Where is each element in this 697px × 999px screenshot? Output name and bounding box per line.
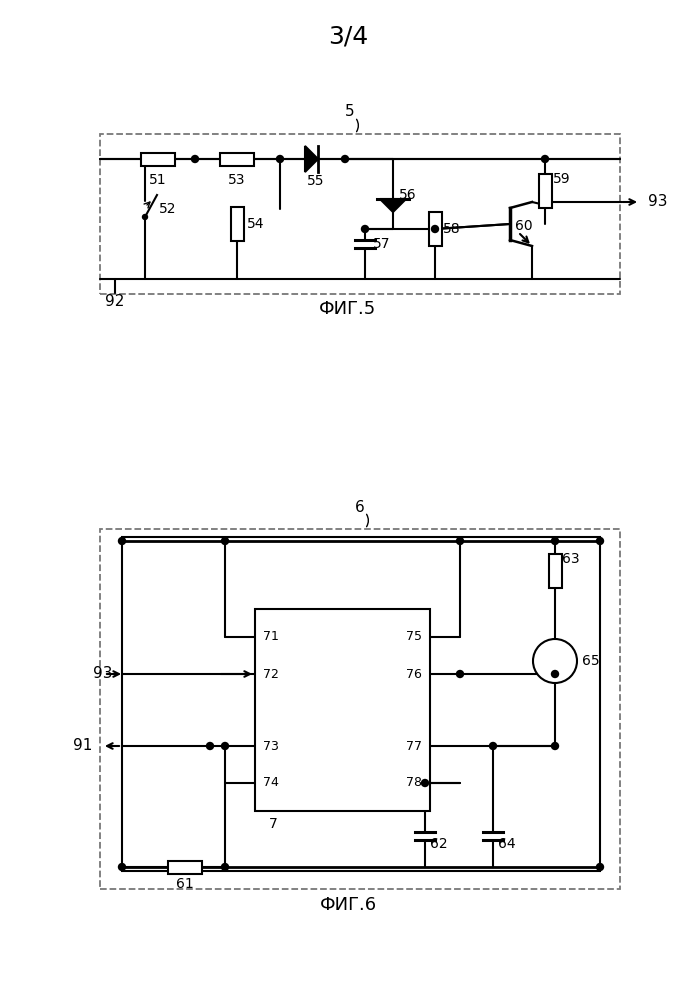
Text: 59: 59 (553, 172, 571, 186)
FancyArrowPatch shape (357, 119, 358, 132)
Text: 54: 54 (247, 217, 264, 231)
Text: 78: 78 (406, 776, 422, 789)
Circle shape (457, 670, 464, 677)
Text: 77: 77 (406, 739, 422, 752)
Text: 91: 91 (72, 738, 92, 753)
Circle shape (551, 742, 558, 749)
Bar (122, 537, 600, 871)
Text: 7: 7 (269, 817, 277, 831)
Text: 56: 56 (399, 188, 417, 202)
Circle shape (551, 537, 558, 544)
Text: 72: 72 (263, 667, 279, 680)
Text: 6: 6 (355, 500, 365, 514)
FancyArrowPatch shape (367, 514, 369, 526)
Circle shape (551, 670, 558, 677)
Text: 62: 62 (430, 837, 447, 851)
Text: 71: 71 (263, 630, 279, 643)
Circle shape (206, 742, 213, 749)
Bar (141, 153, 175, 166)
Bar (100, 134, 620, 294)
Circle shape (431, 226, 438, 233)
Bar (255, 609, 430, 811)
Circle shape (542, 156, 549, 163)
Circle shape (118, 537, 125, 544)
Circle shape (362, 226, 369, 233)
Bar (100, 529, 620, 889)
Text: 74: 74 (263, 776, 279, 789)
Text: 73: 73 (263, 739, 279, 752)
Text: 60: 60 (515, 219, 533, 233)
Bar (539, 174, 551, 208)
Circle shape (489, 742, 496, 749)
Bar (549, 554, 562, 588)
Text: 51: 51 (149, 173, 167, 187)
Circle shape (597, 537, 604, 544)
Text: 58: 58 (443, 222, 461, 236)
Text: 52: 52 (159, 202, 176, 216)
Text: 53: 53 (228, 173, 246, 187)
Text: 64: 64 (498, 837, 516, 851)
Bar (231, 207, 243, 241)
Circle shape (142, 215, 148, 220)
Circle shape (277, 156, 284, 163)
Text: ФИГ.6: ФИГ.6 (319, 896, 376, 914)
Text: 5: 5 (345, 105, 355, 120)
Text: 55: 55 (307, 174, 325, 188)
Text: 93: 93 (93, 666, 112, 681)
Circle shape (422, 779, 429, 786)
Text: 76: 76 (406, 667, 422, 680)
Text: 3/4: 3/4 (328, 25, 368, 49)
Text: 63: 63 (562, 552, 580, 566)
Circle shape (222, 537, 229, 544)
Text: 93: 93 (648, 195, 668, 210)
Polygon shape (305, 146, 318, 172)
Circle shape (192, 156, 199, 163)
Text: ФИГ.5: ФИГ.5 (319, 300, 376, 318)
Bar (220, 153, 254, 166)
Polygon shape (380, 199, 406, 212)
Circle shape (118, 863, 125, 870)
Circle shape (222, 742, 229, 749)
Circle shape (533, 639, 577, 683)
Text: 57: 57 (373, 237, 390, 251)
Text: 65: 65 (582, 654, 599, 668)
Bar (168, 860, 202, 873)
Circle shape (342, 156, 348, 163)
Text: 75: 75 (406, 630, 422, 643)
Text: 92: 92 (105, 294, 125, 309)
Circle shape (222, 863, 229, 870)
Circle shape (457, 537, 464, 544)
Circle shape (597, 863, 604, 870)
Text: 61: 61 (176, 877, 194, 891)
Bar (429, 212, 441, 246)
